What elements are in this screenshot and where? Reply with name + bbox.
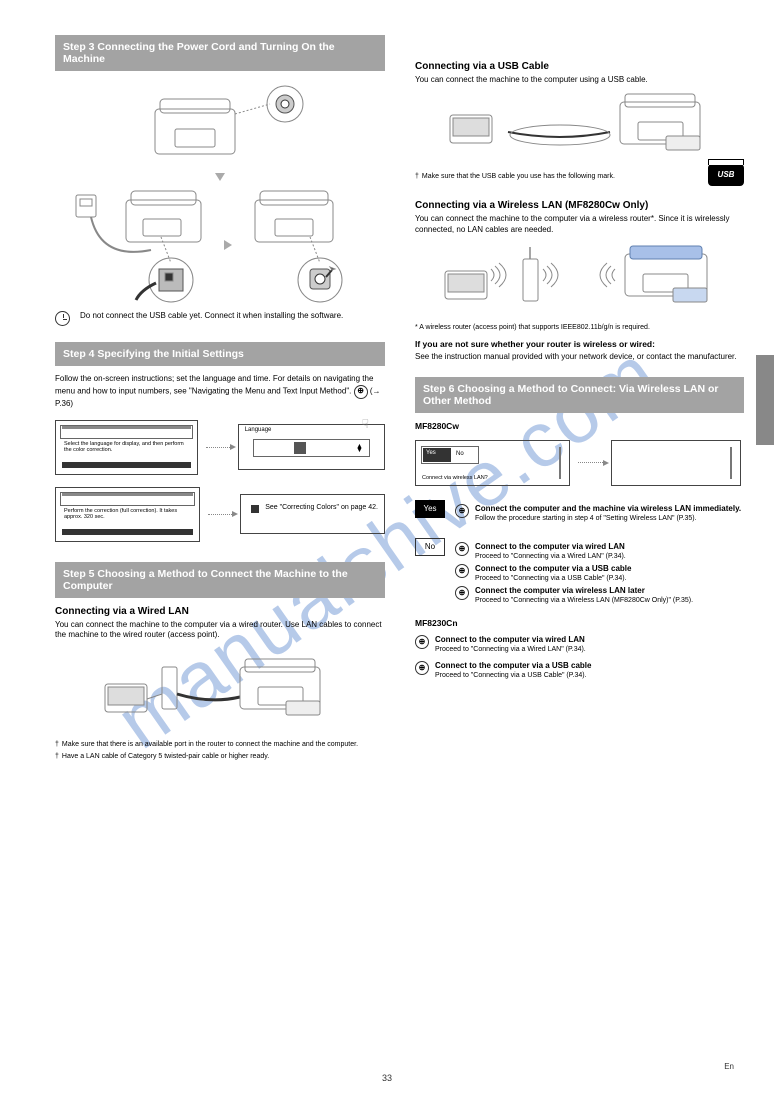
lcd-panel-1: Select the language for display, and the… (55, 420, 198, 475)
no-row-1: ⊕ Connect to the computer via wired LANP… (455, 542, 744, 560)
ref-icon: ⊕ (354, 385, 368, 399)
no-row-2: ⊕ Connect to the computer via a USB cabl… (455, 564, 744, 582)
step4-head: Step 4 Specifying the Initial Settings (55, 342, 385, 366)
lan-note-1: †Make sure that there is an available po… (55, 740, 385, 749)
mf8230-row-1: ⊕ Connect to the computer via wired LANP… (415, 635, 744, 653)
usb-diagram (440, 90, 720, 160)
step3-note: Do not connect the USB cable yet. Connec… (80, 311, 343, 322)
wired-lan-diagram (90, 649, 350, 729)
language-panel: ☟ Language ▲ ▼ English (238, 424, 385, 470)
wlan-title: Connecting via a Wireless LAN (MF8280Cw … (415, 200, 744, 211)
arrow-down-icon (215, 173, 225, 181)
dotted-arrow-icon-3 (578, 462, 603, 463)
wired-lan-body: You can connect the machine to the compu… (55, 620, 385, 642)
page-content: Step 3 Connecting the Power Cord and Tur… (0, 0, 774, 776)
dotted-arrow-icon (206, 447, 230, 448)
printer-off-diagram (120, 79, 320, 169)
wlan-prompt-panel: No Yes Connect via wireless LAN? (415, 440, 570, 486)
dotted-arrow-icon-2 (208, 514, 232, 515)
step5-head: Step 5 Choosing a Method to Connect the … (55, 562, 385, 598)
clock-icon (55, 311, 70, 326)
bullet-icon: ⊕ (455, 504, 469, 518)
bullet-icon: ⊕ (415, 635, 429, 649)
bullet-icon: ⊕ (415, 661, 429, 675)
bullet-icon: ⊕ (455, 542, 469, 556)
mf8230-row-2: ⊕ Connect to the computer via a USB cabl… (415, 661, 744, 679)
mf8280-label: MF8280Cw (415, 421, 744, 431)
bullet-icon: ⊕ (455, 564, 469, 578)
right-column: Connecting via a USB Cable You can conne… (415, 35, 744, 761)
lan-note-2: †Have a LAN cable of Category 5 twisted-… (55, 752, 385, 761)
mf8230-label: MF8230Cn (415, 618, 744, 628)
wired-lan-title: Connecting via a Wired LAN (55, 606, 385, 617)
usb-body: You can connect the machine to the compu… (415, 75, 744, 86)
wlan-diagram (435, 239, 725, 319)
next-panel (611, 440, 741, 486)
no-row-3: ⊕ Connect the computer via wireless LAN … (455, 586, 744, 604)
wlan-footnote: * A wireless router (access point) that … (415, 323, 744, 332)
touch-hand-icon: ☟ (362, 417, 369, 431)
step4-body: Follow the on-screen instructions; set t… (55, 374, 385, 410)
usb-note: †Make sure that the USB cable you use ha… (415, 172, 700, 181)
step6-head: Step 6 Choosing a Method to Connect: Via… (415, 377, 744, 413)
printer-on-diagram (240, 185, 370, 305)
step3-illustration (55, 79, 385, 305)
yes-box: Yes (415, 500, 445, 518)
page-number: 33 (0, 1073, 774, 1083)
bullet-icon: ⊕ (455, 586, 469, 600)
footer: En 33 (0, 1062, 774, 1083)
usb-title: Connecting via a USB Cable (415, 61, 744, 72)
no-box: No (415, 538, 445, 556)
wlan-body: You can connect the machine to the compu… (415, 214, 744, 236)
wlan-check-body: See the instruction manual provided with… (415, 352, 744, 363)
yes-row: ⊕ Connect the computer and the machine v… (455, 504, 744, 522)
usb-badge-icon: USB (708, 164, 744, 186)
plug-cord-diagram (71, 185, 216, 305)
arrow-right-icon (224, 240, 232, 250)
footer-lang: En (0, 1062, 774, 1071)
left-column: Step 3 Connecting the Power Cord and Tur… (55, 35, 385, 761)
step3-head: Step 3 Connecting the Power Cord and Tur… (55, 35, 385, 71)
wlan-check-head: If you are not sure whether your router … (415, 339, 744, 349)
ref-panel: See "Correcting Colors" on page 42. (240, 494, 385, 534)
lcd-panel-2: Perform the correction (full correction)… (55, 487, 200, 542)
